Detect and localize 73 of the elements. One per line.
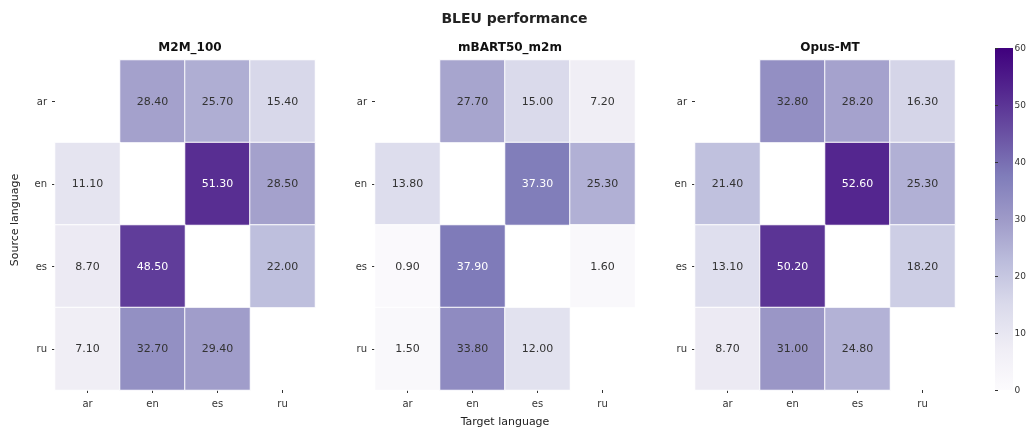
data-label: 21.40 — [711, 177, 744, 191]
y-tick-label: ar — [356, 95, 368, 107]
data-label: 27.70 — [456, 94, 489, 108]
data-label: 11.10 — [71, 177, 104, 191]
data-label: 37.90 — [456, 259, 489, 273]
y-axis-title: Source language — [7, 173, 21, 267]
data-label: 48.50 — [136, 259, 169, 273]
y-tick-label: ar — [36, 95, 48, 107]
x-axis-title: Target language — [460, 414, 550, 428]
color-bar-label: 10 — [1014, 328, 1027, 338]
color-bar-label: 40 — [1014, 157, 1027, 167]
data-label: 0.90 — [395, 259, 420, 273]
chart-title: mBART50_m2m — [458, 40, 562, 55]
data-label: 1.60 — [590, 259, 615, 273]
chart-title: Opus-MT — [800, 40, 861, 54]
data-label: 1.50 — [395, 342, 420, 356]
y-tick-label: ru — [676, 343, 687, 355]
chart-title: M2M_100 — [158, 40, 222, 55]
data-label: 32.80 — [776, 94, 809, 108]
x-tick-label: ar — [402, 397, 414, 409]
data-label: 13.10 — [711, 259, 744, 273]
x-tick-label: ru — [597, 397, 608, 409]
x-tick-label: en — [786, 397, 799, 409]
x-tick-label: es — [851, 397, 864, 409]
data-label: 7.20 — [590, 94, 615, 108]
data-label: 50.20 — [776, 259, 809, 273]
x-tick-label: ru — [277, 397, 288, 409]
data-label: 25.70 — [201, 94, 234, 108]
data-label: 25.30 — [586, 177, 619, 191]
data-label: 16.30 — [906, 94, 939, 108]
data-label: 28.20 — [841, 94, 874, 108]
data-label: 31.00 — [776, 342, 809, 356]
data-label: 51.30 — [201, 177, 234, 191]
data-label: 7.10 — [75, 342, 100, 356]
x-tick-label: en — [466, 397, 479, 409]
data-label: 28.40 — [136, 94, 169, 108]
y-tick-label: ru — [356, 343, 367, 355]
data-label: 25.30 — [906, 177, 939, 191]
text: BLEU performance — [440, 10, 589, 26]
data-label: 29.40 — [201, 342, 234, 356]
data-label: 13.80 — [391, 177, 424, 191]
y-tick-label: en — [354, 178, 367, 190]
data-label: 33.80 — [456, 342, 489, 356]
data-label: 18.20 — [906, 259, 939, 273]
color-bar-label: 0 — [1014, 385, 1021, 395]
x-tick-label: en — [146, 397, 159, 409]
data-label: 52.60 — [841, 177, 874, 191]
x-tick-label: ru — [917, 397, 928, 409]
y-tick-label: ar — [676, 95, 688, 107]
data-label: 15.00 — [521, 94, 554, 108]
color-bar-label: 50 — [1014, 100, 1027, 110]
x-tick-label: es — [211, 397, 224, 409]
x-tick-label: ar — [82, 397, 94, 409]
y-tick-label: es — [355, 260, 367, 272]
y-tick-label: en — [34, 178, 47, 190]
data-label: 8.70 — [715, 342, 740, 356]
x-tick-label: ar — [722, 397, 734, 409]
data-label: 12.00 — [521, 342, 554, 356]
data-label: 22.00 — [266, 259, 299, 273]
data-label: 24.80 — [841, 342, 874, 356]
data-label: 37.30 — [521, 177, 554, 191]
y-tick-label: es — [675, 260, 687, 272]
color-bar-label: 20 — [1014, 271, 1027, 281]
data-label: 28.50 — [266, 177, 299, 191]
y-tick-label: es — [35, 260, 47, 272]
y-tick-label: ru — [36, 343, 47, 355]
y-tick-label: en — [674, 178, 687, 190]
x-tick-label: es — [531, 397, 544, 409]
data-label: 32.70 — [136, 342, 169, 356]
color-bar-label: 30 — [1014, 214, 1027, 224]
data-label: 15.40 — [266, 94, 299, 108]
data-label: 8.70 — [75, 259, 100, 273]
color-bar-label: 60 — [1014, 43, 1027, 53]
